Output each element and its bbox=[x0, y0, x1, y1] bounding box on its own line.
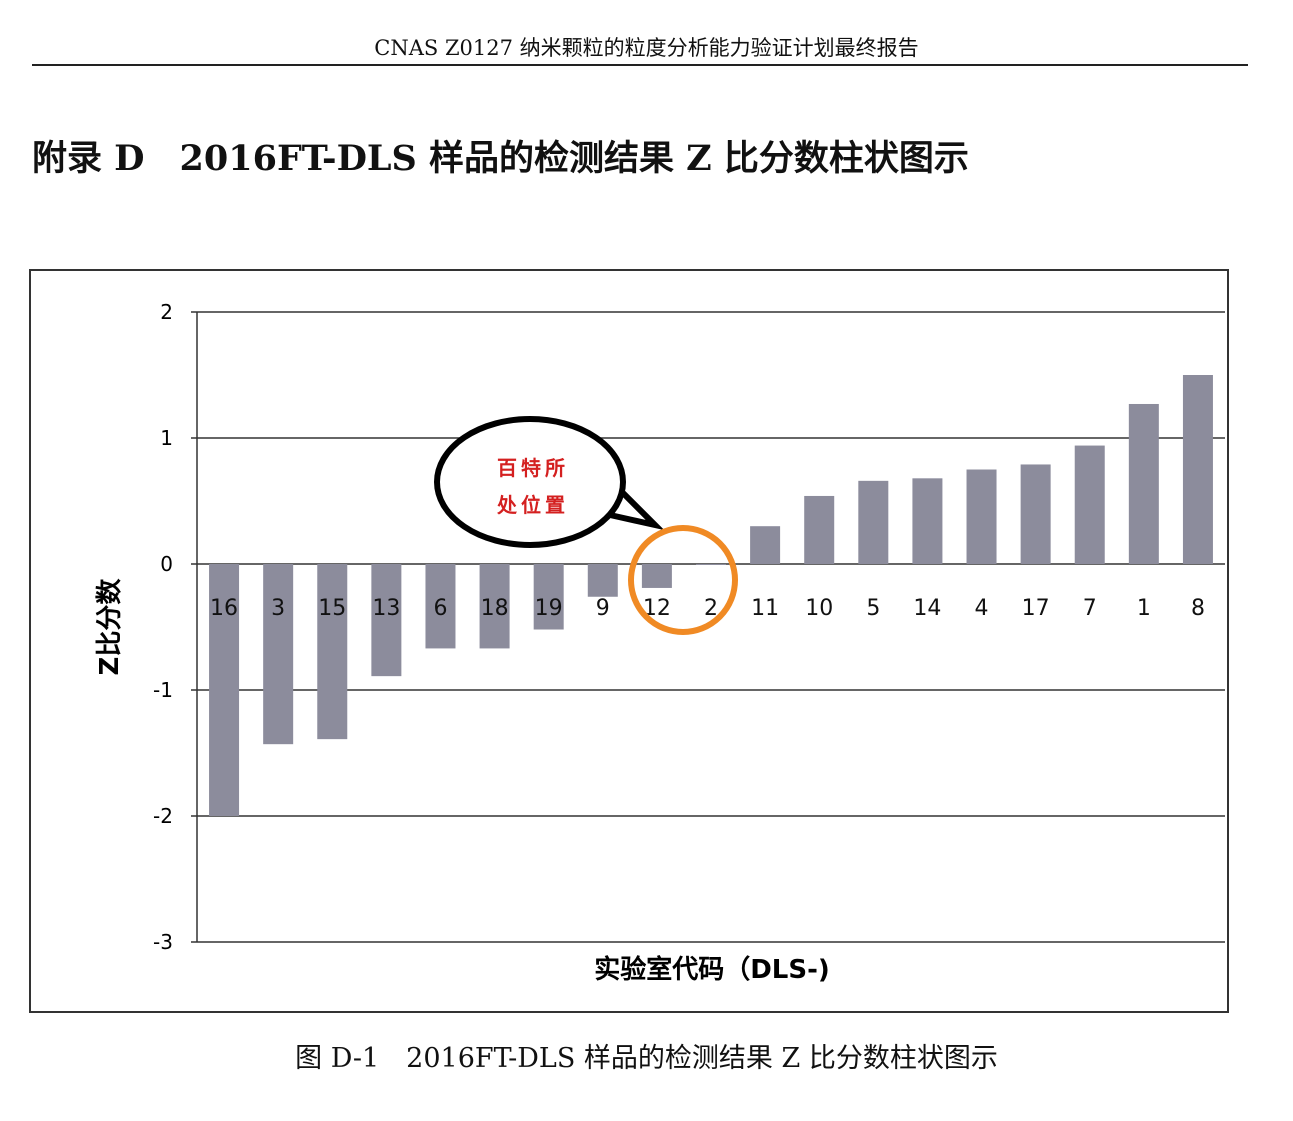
x-tick-label: 15 bbox=[318, 596, 346, 621]
bar-1 bbox=[1128, 403, 1159, 564]
bar-16 bbox=[209, 564, 240, 816]
y-tick-label: -3 bbox=[153, 930, 173, 954]
x-tick-label: 9 bbox=[596, 596, 610, 621]
x-tick-label: 16 bbox=[210, 596, 238, 621]
bar-3 bbox=[263, 564, 294, 745]
appendix-title: 附录 D 2016FT-DLS 样品的检测结果 Z 比分数柱状图示 bbox=[32, 138, 969, 179]
x-tick-label: 6 bbox=[433, 596, 447, 621]
bar-10 bbox=[804, 495, 835, 564]
bar-18 bbox=[479, 564, 510, 649]
callout-bubble: 百特所 处位置 bbox=[434, 416, 665, 548]
figure-caption: 图 D-1 2016FT-DLS 样品的检测结果 Z 比分数柱状图示 bbox=[295, 1043, 998, 1074]
x-tick-label: 11 bbox=[751, 596, 779, 621]
chart-frame bbox=[29, 269, 1229, 1013]
page-header: CNAS Z0127 纳米颗粒的粒度分析能力验证计划最终报告 bbox=[374, 36, 919, 60]
highlight-circle bbox=[628, 525, 738, 635]
header-rule bbox=[32, 64, 1248, 66]
x-tick-label: 1 bbox=[1137, 596, 1151, 621]
bar-6 bbox=[425, 564, 456, 649]
bar-11 bbox=[750, 526, 781, 564]
bar-7 bbox=[1074, 445, 1105, 564]
x-axis-label: 实验室代码（DLS-) bbox=[594, 954, 830, 985]
y-tick-label: 1 bbox=[160, 426, 173, 450]
x-tick-label: 19 bbox=[535, 596, 563, 621]
bar-14 bbox=[912, 478, 943, 564]
x-tick-label: 14 bbox=[913, 596, 941, 621]
x-tick-label: 2 bbox=[704, 596, 718, 621]
y-tick-label: -2 bbox=[153, 804, 173, 828]
x-tick-label: 7 bbox=[1083, 596, 1097, 621]
bar-9 bbox=[587, 564, 618, 597]
callout-text-line1: 百特所 bbox=[497, 456, 569, 480]
bar-13 bbox=[371, 564, 402, 677]
x-tick-label: 3 bbox=[271, 596, 285, 621]
x-tick-label: 17 bbox=[1022, 596, 1050, 621]
bar-2 bbox=[696, 564, 726, 565]
callout-ellipse bbox=[434, 416, 626, 548]
bar-4 bbox=[966, 469, 997, 564]
y-axis-label: Z比分数 bbox=[95, 578, 125, 676]
x-tick-label: 5 bbox=[866, 596, 880, 621]
y-tick-label: 2 bbox=[160, 300, 173, 324]
x-tick-label: 18 bbox=[481, 596, 509, 621]
bar-5 bbox=[858, 480, 889, 564]
x-tick-label: 10 bbox=[805, 596, 833, 621]
bar-12 bbox=[641, 564, 672, 588]
y-tick-label: -1 bbox=[153, 678, 173, 702]
x-tick-label: 8 bbox=[1191, 596, 1205, 621]
bar-17 bbox=[1020, 464, 1051, 564]
x-tick-label: 13 bbox=[372, 596, 400, 621]
callout-text-line2: 处位置 bbox=[496, 493, 569, 517]
y-tick-label: 0 bbox=[160, 552, 173, 576]
bar-19 bbox=[533, 564, 564, 630]
bar-8 bbox=[1182, 375, 1213, 564]
bar-15 bbox=[317, 564, 348, 740]
x-tick-label: 4 bbox=[975, 596, 989, 621]
